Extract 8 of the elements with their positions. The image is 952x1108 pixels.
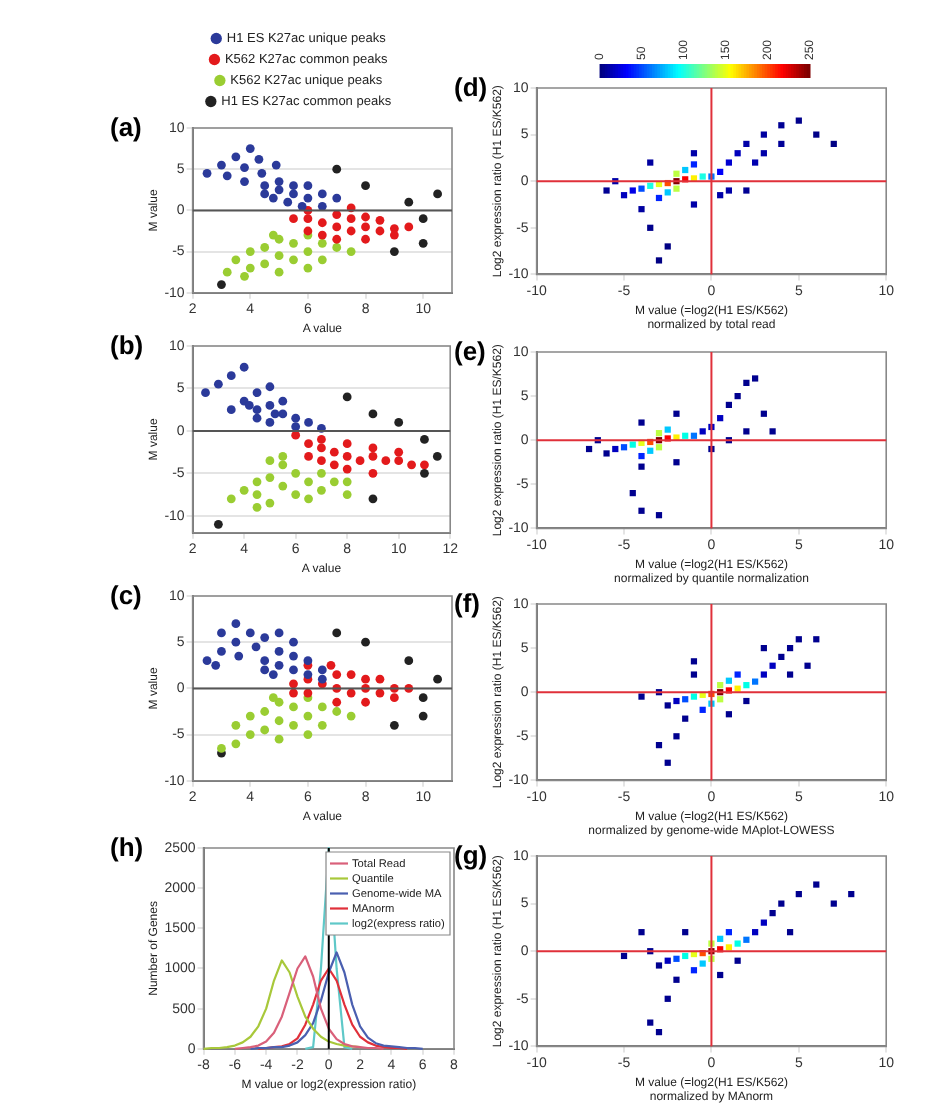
chart-title: (f) [454,588,480,619]
chart-title: (b) [110,330,144,361]
chart-title: (h) [110,832,144,863]
chart-title: (c) [110,580,142,611]
chart-title: (g) [454,840,488,871]
chart-title: (a) [110,112,142,143]
chart-title: (d) [454,72,488,103]
chart-title: (e) [454,336,486,367]
